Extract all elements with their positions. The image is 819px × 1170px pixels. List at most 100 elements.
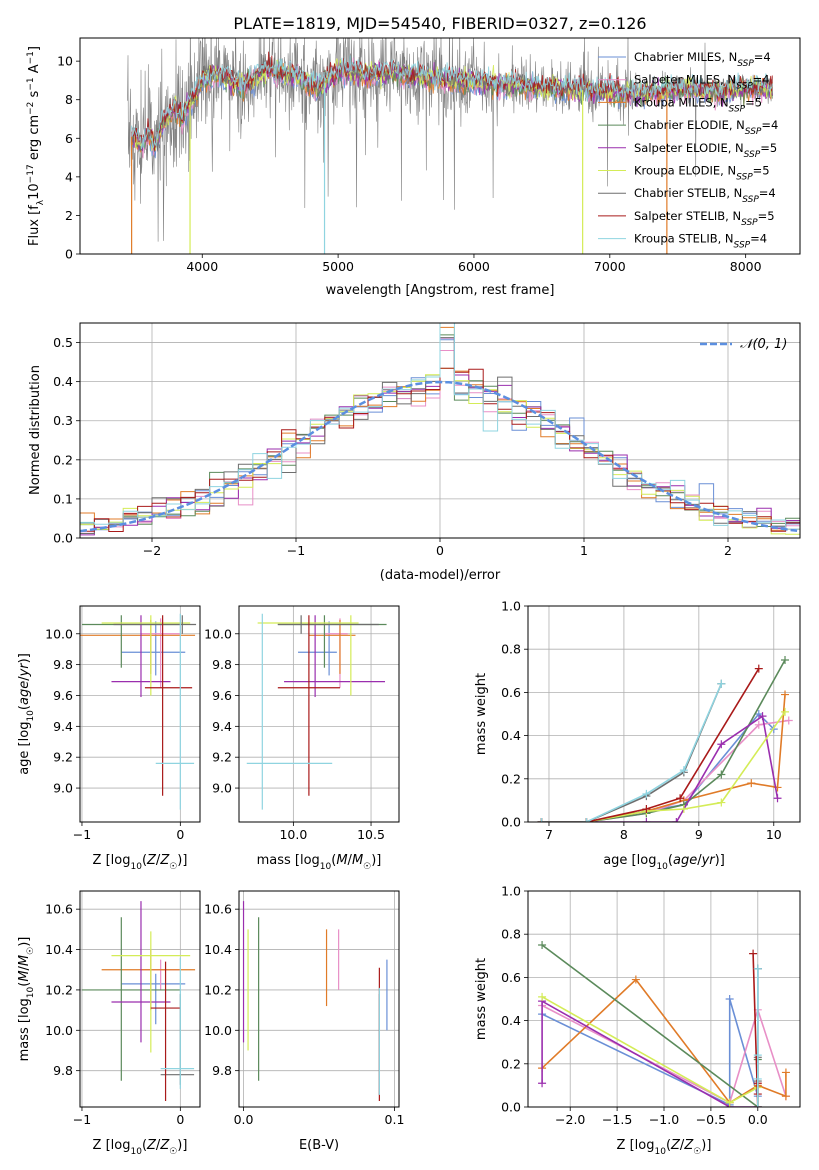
label-part: Z [log	[93, 1138, 131, 1153]
tick-label-y: 0.6	[501, 685, 521, 700]
label-part: (	[666, 1138, 671, 1153]
axes-frame	[527, 605, 801, 823]
label-part: yr	[17, 662, 32, 678]
label-part: SSP	[741, 218, 758, 228]
weight-line	[541, 659, 786, 822]
label-part: )]	[177, 1138, 187, 1153]
label-part: 10	[26, 986, 36, 998]
tick-label-x: 7	[545, 827, 553, 842]
weight-marker	[676, 794, 685, 803]
y-axis-label: mass weight	[474, 673, 489, 755]
weight-marker	[538, 1079, 547, 1088]
label-part: Z	[683, 1138, 694, 1153]
tick-label-y: 9.2	[53, 750, 73, 765]
label-part: Salpeter STELIB, N	[634, 209, 741, 223]
weight-marker	[749, 949, 758, 958]
legend-label: Salpeter STELIB, NSSP=5	[634, 209, 775, 228]
weight-marker	[717, 679, 726, 688]
tick-label-x: −2	[143, 543, 161, 558]
tick-label-y: 10.0	[204, 626, 232, 641]
weight-marker	[642, 818, 651, 822]
label-part: ☉	[169, 862, 177, 872]
label-part: SSP	[736, 173, 753, 183]
label-part: M	[17, 955, 32, 966]
label-part: )]	[701, 1138, 711, 1153]
label-part: (	[142, 853, 147, 868]
label-part: 10	[26, 710, 36, 722]
label-part: SSP	[734, 241, 751, 251]
tick-label-y: 10.6	[204, 902, 232, 917]
weight-marker	[717, 798, 726, 807]
label-part: (	[668, 853, 673, 868]
label-part: Chabrier ELODIE, N	[634, 118, 745, 132]
label-part: /	[156, 853, 161, 868]
tick-label-y: 9.0	[53, 781, 73, 796]
label-part: −17	[26, 164, 36, 183]
weight-marker	[538, 941, 547, 949]
weight-line	[541, 996, 759, 1104]
tick-label-x: 10	[766, 827, 782, 842]
label-part: M	[17, 970, 32, 981]
tick-label-x: 0	[176, 827, 184, 842]
label-part: =5	[745, 95, 762, 109]
tick-label-y: 0.8	[501, 642, 521, 657]
histogram-axes: −2 −1 0 1 2 0.0 0.1 0.2 0.3 0.4 0.5 (data-model)/er…	[28, 322, 801, 583]
tick-label-x: 5000	[322, 259, 354, 274]
weight-line	[541, 668, 760, 822]
tick-label-y: 1.0	[501, 884, 521, 899]
label-part: age	[17, 681, 32, 705]
tick-label-x: −0.5	[696, 1112, 726, 1127]
y-axis-label: mass [log10(M/M☉)]	[17, 937, 36, 1062]
tick-label-x: −1	[287, 543, 305, 558]
weight-marker	[784, 716, 793, 725]
weight-marker	[781, 1068, 790, 1077]
tick-label-y: 6	[65, 131, 73, 146]
label-part: A	[27, 64, 42, 77]
tick-label-y: 9.8	[212, 1063, 232, 1078]
label-part: =4	[750, 232, 767, 246]
label-part: age [log	[17, 722, 32, 775]
tick-label-y: 0.2	[501, 771, 521, 786]
tick-label-y: 10.2	[45, 982, 73, 997]
label-part: Z [log	[617, 1138, 655, 1153]
tick-label-y: 0.4	[53, 374, 73, 389]
tick-label-x: −1	[73, 1112, 91, 1127]
label-part: ☉	[26, 947, 36, 955]
label-part: (	[142, 1138, 147, 1153]
tick-label-x: 1	[580, 543, 588, 558]
errorbar-axes-ebv: 0.0 0.1 9.8 10.0 10.2 10.4 10.6 E(B-V)	[204, 890, 405, 1153]
tick-label-x: −1	[73, 827, 91, 842]
legend-label: Chabrier MILES, NSSP=4	[634, 50, 771, 69]
label-part: Flux [f	[27, 205, 42, 246]
label-part: (	[17, 982, 32, 987]
label-part: =4	[754, 50, 771, 64]
tick-label-y: 9.8	[53, 1063, 73, 1078]
tick-label-y: 9.4	[53, 719, 73, 734]
weight-marker	[642, 805, 651, 814]
weight-axes-wz: −2.0 −1.5 −1.0 −0.5 0.0 0.0 0.2 0.4 0.6 0.8 1.0 Z […	[474, 884, 801, 1157]
label-part: 10	[654, 1147, 666, 1157]
label-part: ☉	[693, 1147, 701, 1157]
weight-marker	[754, 720, 763, 729]
tick-label-y: 9.8	[212, 657, 232, 672]
tick-label-y: 0.0	[501, 815, 521, 830]
label-part: 10	[130, 862, 142, 872]
legend-label: 𝒩(0, 1)	[740, 337, 787, 352]
tick-label-x: 0.1	[385, 1112, 405, 1127]
weight-marker	[753, 964, 762, 973]
tick-label-y: 10.2	[204, 982, 232, 997]
label-part: =4	[753, 73, 770, 87]
tick-label-x: 0.0	[748, 1112, 768, 1127]
tick-label-y: 0.2	[53, 452, 73, 467]
tick-label-x: 8	[620, 827, 628, 842]
label-part: (	[17, 705, 32, 710]
label-part: Z	[159, 853, 170, 868]
residual-histogram	[80, 323, 800, 532]
weight-marker	[753, 1074, 762, 1083]
label-part: /	[697, 853, 702, 868]
tick-label-x: 0	[176, 1112, 184, 1127]
tick-label-x: 6000	[458, 259, 490, 274]
tick-label-y: 0.3	[53, 413, 73, 428]
